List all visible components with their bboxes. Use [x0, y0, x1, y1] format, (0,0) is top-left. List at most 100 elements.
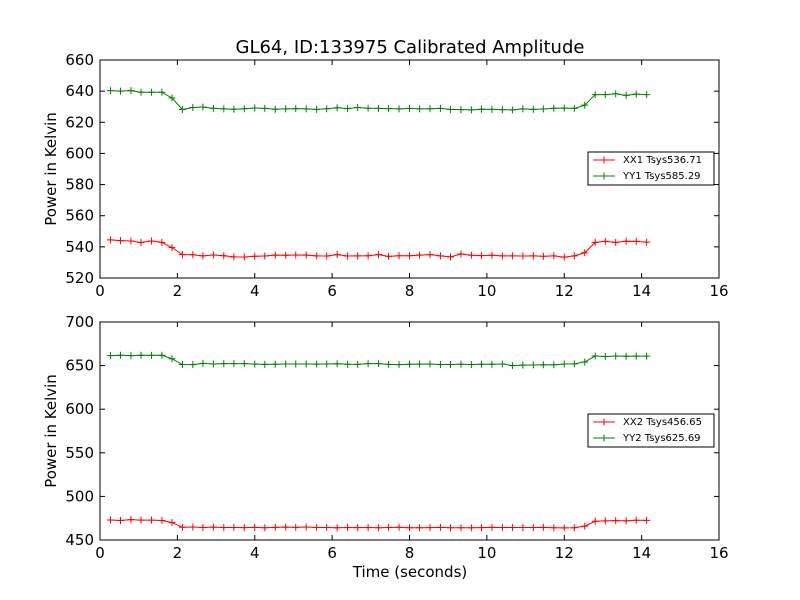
top-data-point	[581, 249, 589, 257]
bottom-chart-series	[106, 351, 651, 532]
top-data-point	[416, 105, 424, 113]
bottom-x-tick-label: 16	[709, 544, 728, 562]
top-data-point	[189, 251, 197, 259]
top-x-tick-label: 0	[95, 282, 105, 300]
chart-title: GL64, ID:133975 Calibrated Amplitude	[236, 37, 585, 58]
bottom-data-point	[395, 523, 403, 531]
bottom-data-point	[488, 523, 496, 531]
top-data-point	[395, 105, 403, 113]
bottom-data-point	[529, 523, 537, 531]
top-data-point	[147, 88, 155, 96]
bottom-data-point	[447, 361, 455, 369]
bottom-chart-ticks: 0 2 4 6 8 10 12 14 16 450 500 550 600 650 700	[65, 313, 728, 562]
top-data-point	[632, 237, 640, 245]
bottom-data-point	[498, 360, 506, 368]
top-chart-ticks: 0 2 4 6 8 10 12 14 16 520 540 560 580 600 620 640 660	[65, 51, 728, 300]
bottom-data-point	[375, 524, 383, 532]
top-data-point	[643, 238, 651, 246]
top-data-point	[612, 238, 620, 246]
top-data-point	[364, 252, 372, 260]
bottom-data-point	[632, 516, 640, 524]
top-chart: GL64, ID:133975 Calibrated Amplitude 0 2 4…	[42, 37, 729, 300]
top-data-point	[529, 105, 537, 113]
bottom-data-point	[550, 361, 558, 369]
top-data-point	[209, 251, 217, 259]
bottom-data-point	[261, 360, 269, 368]
top-data-point	[570, 104, 578, 112]
top-x-tick-label: 14	[632, 282, 651, 300]
bottom-data-point	[261, 524, 269, 532]
bottom-data-point	[199, 523, 207, 531]
top-data-point	[178, 251, 186, 259]
top-data-point	[457, 250, 465, 258]
top-data-point	[220, 105, 228, 113]
bottom-y-tick-label: 650	[65, 357, 94, 375]
bottom-data-point	[251, 360, 259, 368]
bottom-data-point	[137, 516, 145, 524]
bottom-data-point	[467, 524, 475, 532]
top-data-point	[375, 251, 383, 259]
bottom-data-point	[632, 352, 640, 360]
bottom-data-point	[601, 517, 609, 525]
top-data-point	[209, 104, 217, 112]
top-data-point	[406, 252, 413, 260]
top-data-point	[364, 104, 372, 112]
top-data-point	[436, 252, 444, 260]
bottom-y-tick-label: 450	[65, 531, 94, 549]
top-data-point	[508, 252, 516, 260]
top-data-point	[313, 105, 321, 113]
bottom-data-point	[539, 523, 547, 531]
bottom-data-point	[199, 359, 207, 367]
top-data-point	[344, 252, 352, 260]
bottom-data-point	[333, 360, 341, 368]
top-data-point	[539, 105, 547, 113]
bottom-data-point	[395, 361, 403, 369]
bottom-data-point	[230, 523, 238, 531]
top-y-tick-label: 600	[65, 144, 94, 162]
bottom-data-point	[333, 524, 341, 532]
top-data-point	[271, 105, 279, 113]
bottom-data-point	[385, 524, 393, 532]
bottom-data-point	[581, 522, 589, 530]
bottom-x-tick-label: 12	[555, 544, 574, 562]
top-data-point	[282, 105, 290, 113]
bottom-data-point	[508, 362, 516, 370]
top-data-point	[158, 238, 166, 246]
top-data-point	[127, 87, 135, 95]
top-data-point	[178, 106, 186, 114]
top-data-point	[488, 251, 496, 259]
bottom-legend-box	[587, 413, 715, 448]
top-data-point	[137, 88, 145, 96]
top-y-tick-label: 660	[65, 51, 94, 69]
top-data-point	[385, 105, 393, 113]
top-x-tick-label: 12	[555, 282, 574, 300]
bottom-data-point	[529, 361, 537, 369]
bottom-data-point	[581, 358, 589, 366]
bottom-data-point	[591, 352, 599, 360]
top-data-point	[106, 236, 114, 244]
top-data-point	[240, 105, 248, 113]
bottom-data-point	[447, 524, 455, 532]
bottom-data-point	[127, 516, 135, 524]
top-data-point	[220, 252, 228, 260]
bottom-data-point	[488, 360, 496, 368]
bottom-data-point	[344, 523, 352, 531]
top-data-point	[643, 91, 651, 99]
bottom-x-tick-label: 10	[477, 544, 496, 562]
bottom-data-point	[302, 523, 310, 531]
bottom-data-point	[416, 360, 424, 368]
bottom-data-point	[406, 524, 413, 532]
top-data-point	[323, 252, 331, 260]
bottom-data-point	[457, 360, 465, 368]
top-data-point	[539, 252, 547, 260]
bottom-data-point	[539, 361, 547, 369]
bottom-data-point	[354, 360, 362, 368]
bottom-data-point	[323, 360, 331, 368]
bottom-data-point	[220, 523, 228, 531]
top-data-point	[436, 104, 444, 112]
bottom-data-point	[416, 524, 424, 532]
top-data-point	[261, 104, 269, 112]
bottom-data-point	[251, 523, 259, 531]
bottom-y-tick-label: 500	[65, 487, 94, 505]
